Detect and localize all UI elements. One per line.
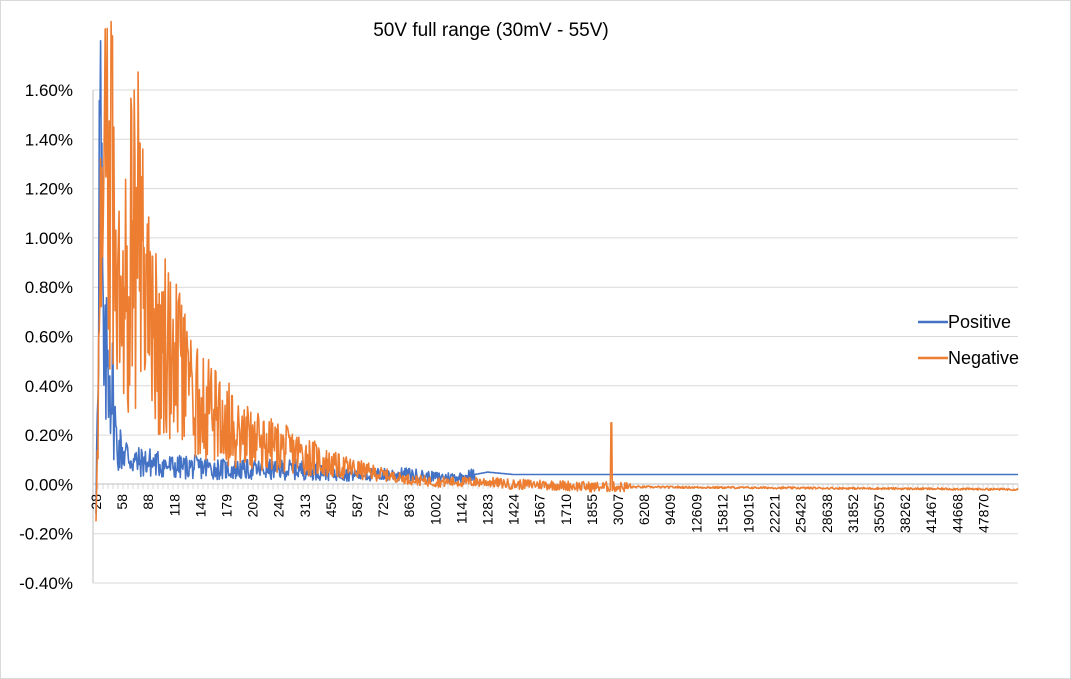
legend-label-negative: Negative	[948, 348, 1019, 368]
x-tick-label: 12609	[688, 494, 704, 533]
x-tick-label: 25428	[793, 494, 809, 533]
x-tick-label: 1567	[532, 494, 548, 525]
y-tick-label: 1.20%	[25, 180, 73, 199]
x-tick-label: 1710	[558, 494, 574, 525]
x-tick-label: 1002	[427, 494, 443, 525]
x-tick-label: 450	[323, 494, 339, 518]
y-tick-label: 0.40%	[25, 377, 73, 396]
chart-title: 50V full range (30mV - 55V)	[373, 20, 609, 41]
y-tick-label: 1.00%	[25, 229, 73, 248]
series-line-negative	[95, 20, 1019, 522]
x-tick-label: 118	[166, 494, 182, 517]
y-axis-ticks: -0.40% -0.20% 0.00% 0.20% 0.40% 0.60% 0.80% 1.0…	[19, 81, 73, 593]
series-layer	[95, 20, 1019, 522]
x-tick-label: 41467	[923, 494, 939, 533]
x-tick-label: 47870	[975, 494, 991, 533]
x-tick-label: 22221	[767, 494, 783, 533]
legend: Positive Negative	[918, 312, 1019, 368]
x-tick-label: 58	[114, 494, 130, 510]
x-tick-label: 240	[271, 494, 287, 518]
x-tick-label: 1283	[480, 494, 496, 525]
x-tick-label: 35057	[871, 494, 887, 533]
series-line-positive	[95, 39, 1019, 515]
x-tick-label: 1142	[453, 494, 469, 524]
y-tick-label: 0.00%	[25, 475, 73, 494]
x-tick-label: 725	[375, 494, 391, 518]
x-tick-label: 148	[192, 494, 208, 518]
x-tick-label: 15812	[714, 494, 730, 533]
y-tick-label: 0.60%	[25, 328, 73, 347]
x-tick-label: 1855	[584, 494, 600, 525]
y-tick-label: -0.20%	[19, 525, 73, 544]
x-tick-label: 587	[349, 494, 365, 518]
y-tick-label: 0.20%	[25, 426, 73, 445]
x-tick-label: 179	[219, 494, 235, 518]
x-tick-label: 19015	[741, 494, 757, 533]
y-tick-label: 1.40%	[25, 130, 73, 149]
x-tick-label: 313	[297, 494, 313, 518]
x-tick-label: 88	[140, 494, 156, 510]
x-tick-label: 863	[401, 494, 417, 518]
y-tick-label: 0.80%	[25, 278, 73, 297]
y-tick-label: -0.40%	[19, 574, 73, 593]
x-tick-label: 28638	[819, 494, 835, 533]
legend-label-positive: Positive	[948, 312, 1011, 332]
x-tick-label: 9409	[662, 494, 678, 525]
x-tick-label: 209	[245, 494, 261, 518]
x-tick-label: 3007	[610, 494, 626, 525]
y-tick-label: 1.60%	[25, 81, 73, 100]
x-tick-label: 1424	[506, 494, 522, 525]
x-tick-label: 6208	[636, 494, 652, 525]
x-tick-label: 44668	[949, 494, 965, 533]
x-tick-label: 31852	[845, 494, 861, 533]
x-tick-label: 38262	[897, 494, 913, 533]
x-axis-ticks: 28 58 88 118 148 179 209 240 313 450 587 725 863 1002…	[88, 484, 1019, 533]
